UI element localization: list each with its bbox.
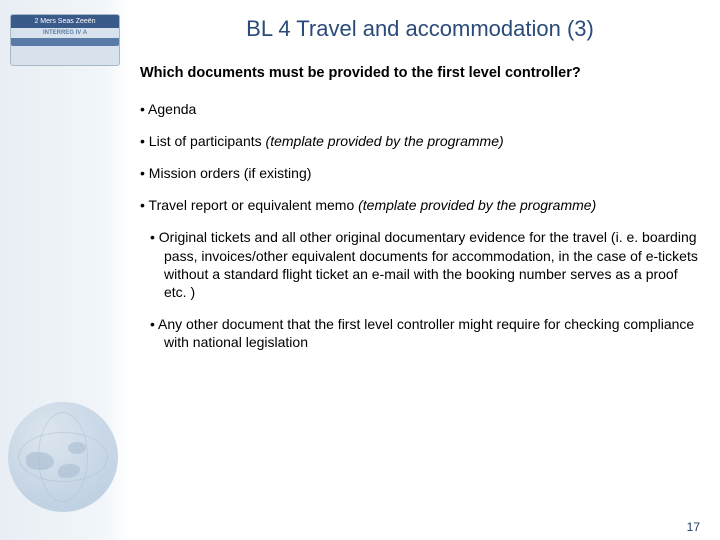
bullet-item: Travel report or equivalent memo (templa… [140, 196, 700, 214]
bullet-item: Mission orders (if existing) [140, 164, 700, 182]
logo-line1: 2 Mers Seas Zeeën [11, 15, 119, 28]
bullet-note: (template provided by the programme) [266, 133, 504, 149]
logo-line2: INTERREG IV A [11, 28, 119, 38]
bullet-item: List of participants (template provided … [140, 132, 700, 150]
slide-title: BL 4 Travel and accommodation (3) [140, 16, 700, 42]
bullet-item: Any other document that the first level … [140, 315, 700, 351]
bullet-item: Agenda [140, 100, 700, 118]
bullet-note: (template provided by the programme) [358, 197, 596, 213]
bullet-list: Agenda List of participants (template pro… [140, 100, 700, 352]
bullet-item: Original tickets and all other original … [140, 228, 700, 301]
logo-bar [11, 38, 119, 46]
slide-question: Which documents must be provided to the … [140, 64, 700, 84]
sidebar: 2 Mers Seas Zeeën INTERREG IV A [0, 0, 130, 540]
page-number: 17 [687, 520, 700, 534]
slide-content: BL 4 Travel and accommodation (3) Which … [140, 0, 710, 540]
globe-graphic [8, 402, 118, 512]
programme-logo: 2 Mers Seas Zeeën INTERREG IV A [10, 14, 120, 66]
